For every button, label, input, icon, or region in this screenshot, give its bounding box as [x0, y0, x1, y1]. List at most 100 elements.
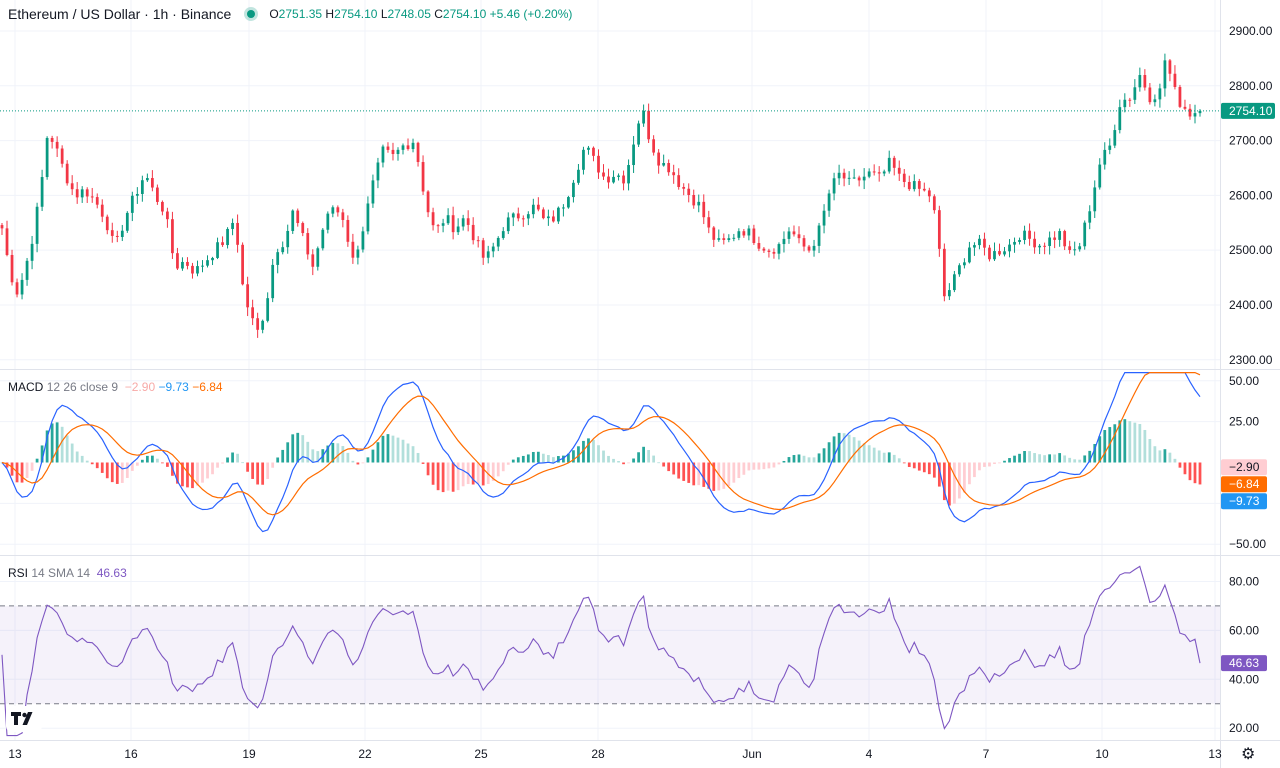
candle-body	[557, 207, 560, 222]
macd-histogram-bar	[1198, 462, 1202, 485]
rsi-axis-label-bg	[1221, 655, 1267, 672]
candle-body	[712, 227, 716, 240]
macd-histogram-bar	[261, 462, 265, 485]
settings-gear-icon[interactable]: ⚙	[1241, 746, 1256, 763]
candle-body	[391, 149, 395, 155]
candle-body	[1038, 245, 1041, 248]
macd-histogram-bar	[95, 462, 99, 469]
candle-body	[156, 187, 159, 202]
macd-histogram-bar	[607, 455, 610, 463]
price-pane[interactable]	[0, 53, 1220, 338]
candle-body	[541, 209, 545, 219]
symbol-title[interactable]: Ethereum / US Dollar · 1h · Binance	[8, 6, 232, 22]
macd-histogram-bar	[963, 462, 966, 493]
macd-histogram-bar	[130, 462, 134, 471]
candle-body	[281, 247, 285, 253]
macd-histogram-bar	[612, 458, 615, 463]
macd-histogram-bar	[50, 423, 54, 463]
rsi-name: RSI	[8, 566, 29, 580]
candle-body	[777, 244, 781, 254]
macd-histogram-bar	[491, 462, 495, 481]
price-tick-label: 2500.00	[1229, 243, 1273, 257]
candle-body	[476, 240, 480, 242]
candle-body	[717, 238, 721, 240]
candle-body	[10, 254, 14, 283]
rsi-value: 46.63	[96, 566, 127, 580]
macd-histogram-bar	[947, 462, 951, 506]
last-price-label-bg	[1221, 102, 1275, 119]
macd-histogram-bar	[572, 450, 575, 463]
candle-body	[857, 177, 861, 181]
low-value: 2748.05	[387, 7, 431, 21]
candle-body	[902, 173, 906, 182]
candle-body	[612, 176, 615, 183]
macd-histogram-bar	[762, 462, 766, 470]
macd-histogram-bar	[882, 452, 886, 463]
candle-body	[747, 228, 751, 236]
candle-body	[732, 237, 736, 239]
macd-histogram-bar	[496, 462, 500, 477]
macd-histogram-bar	[892, 454, 896, 463]
macd-histogram-bar	[782, 460, 786, 463]
macd-pane[interactable]	[0, 372, 1202, 533]
candle-body	[697, 201, 701, 206]
rsi-params: 14 SMA 14	[31, 566, 91, 580]
candle-body	[1078, 246, 1082, 250]
macd-histogram-bar	[737, 462, 741, 479]
candle-body	[1128, 99, 1132, 101]
macd-histogram-bar	[181, 462, 184, 487]
macd-histogram-bar	[682, 462, 686, 481]
tradingview-logo[interactable]	[6, 706, 42, 732]
macd-histogram-bar	[351, 460, 355, 463]
macd-histogram-bar	[226, 457, 229, 463]
candle-body	[381, 146, 385, 163]
rsi-legend[interactable]: RSI 14 SMA 14 46.63	[8, 566, 127, 580]
candle-body	[60, 148, 64, 164]
symbol-header: Ethereum / US Dollar · 1h · Binance O275…	[8, 6, 572, 22]
macd-histogram-bar	[291, 434, 295, 463]
macd-histogram-bar	[978, 462, 981, 471]
macd-histogram-bar	[416, 452, 420, 463]
macd-histogram-bar	[567, 453, 570, 463]
rsi-pane[interactable]	[0, 565, 1220, 737]
macd-histogram-bar	[897, 458, 901, 463]
candle-body	[582, 149, 585, 170]
macd-histogram-bar	[767, 462, 771, 469]
macd-histogram-bar	[672, 462, 676, 475]
macd-histogram-bar	[747, 462, 751, 471]
macd-histogram-bar	[1073, 459, 1077, 463]
candle-body	[456, 226, 460, 233]
macd-histogram-bar	[687, 462, 691, 483]
candle-body	[166, 211, 169, 220]
candle-body	[1143, 75, 1147, 88]
macd-histogram-bar	[852, 437, 856, 463]
macd-histogram-bar	[1028, 451, 1031, 463]
macd-histogram-bar	[115, 462, 119, 484]
candle-body	[511, 213, 515, 218]
price-axes[interactable]: 13 16 19 22 25 28 Jun 4 7 10 13 2900.00 2800.00 2700.…	[8, 24, 1275, 761]
rsi-band-fill	[0, 605, 1220, 704]
macd-histogram-bar	[722, 462, 726, 489]
macd-histogram-bar	[1053, 454, 1057, 463]
rsi-line	[1, 565, 1201, 737]
macd-histogram-bar	[702, 462, 706, 487]
macd-histogram-bar	[622, 462, 625, 465]
candle-body	[1003, 251, 1006, 255]
macd-histogram-bar	[1063, 455, 1067, 463]
candle-body	[677, 175, 681, 187]
macd-legend[interactable]: MACD 12 26 close 9 −2.90 −9.73 −6.84	[8, 380, 223, 394]
candle-body	[50, 137, 54, 142]
candle-body	[827, 193, 831, 211]
macd-histogram-bar	[541, 453, 545, 463]
macd-histogram-bar	[597, 445, 600, 463]
candle-body	[1133, 87, 1137, 100]
macd-histogram-bar	[326, 445, 330, 463]
candle-body	[40, 177, 44, 207]
candle-body	[592, 147, 595, 156]
candle-body	[1083, 222, 1087, 247]
candle-body	[897, 167, 901, 174]
candle-body	[887, 157, 891, 172]
open-value: 2751.35	[278, 7, 323, 21]
candle-body	[993, 251, 996, 260]
